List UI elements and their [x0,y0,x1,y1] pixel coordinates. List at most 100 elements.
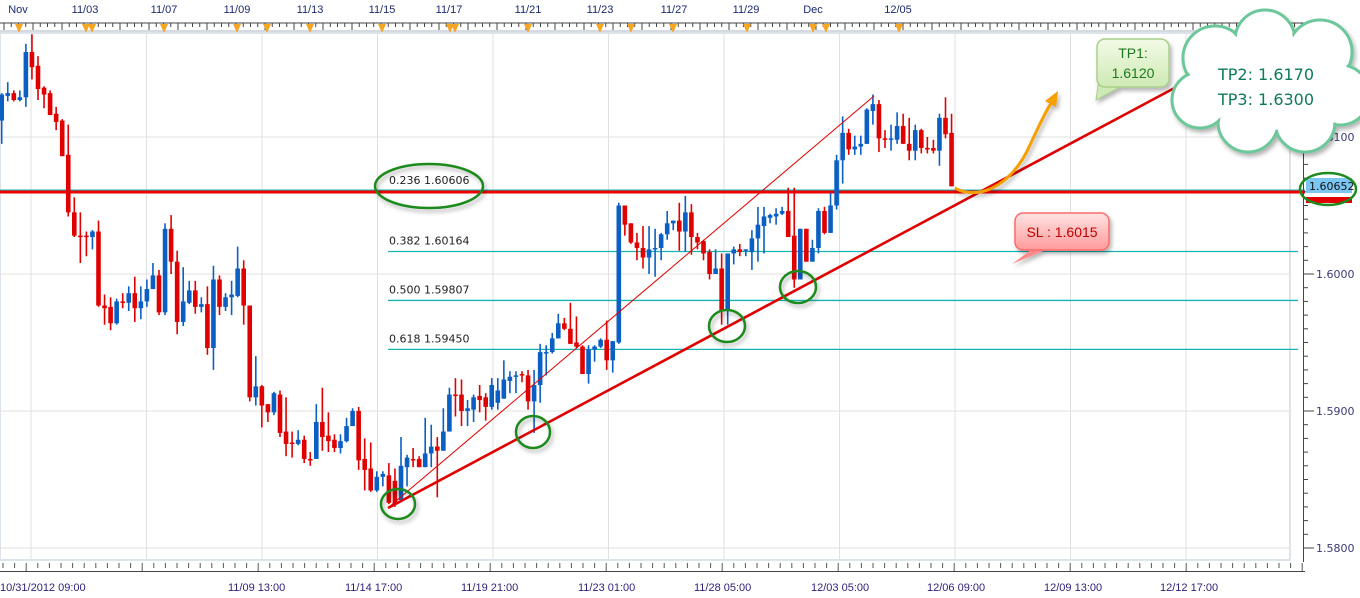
bottom-axis-label: 10/31/2012 09:00 [0,582,86,594]
candle-body [138,301,144,309]
candle [380,471,386,487]
candle-body [362,458,367,470]
candle [701,239,706,261]
candle-body [592,346,597,350]
candle [562,317,567,331]
candle [265,404,271,422]
candle [156,269,162,316]
candle [229,280,234,316]
event-marker-icon [822,24,830,33]
candle [447,387,452,432]
candle [634,232,640,261]
sl-callout [1012,212,1110,264]
candle [670,220,676,231]
candle-body [435,446,440,451]
candle [307,452,313,466]
candle [658,232,664,261]
touch-circle-1 [379,487,417,521]
candle-body [247,305,253,398]
candle [374,471,380,492]
candle [719,253,724,325]
bottom-axis-label: 11/09 13:00 [228,582,285,594]
candle [731,246,737,265]
candle [556,313,561,339]
candle-body [949,132,954,187]
event-marker-icon [160,24,168,33]
candle [495,378,501,410]
candle-body [265,404,271,413]
bottom-axis-label: 11/14 17:00 [345,582,402,594]
candle-body [670,220,676,224]
candle [241,260,246,325]
candle [483,393,488,421]
event-marker-icon [669,24,677,33]
candle [622,205,628,236]
candle-body [586,349,591,375]
candle [368,442,374,492]
candle [72,197,77,238]
top-time-axis: Nov 11/03 11/07 11/09 11/13 11/15 11/17 11/21 11… [0,4,1305,33]
candle-body [199,304,204,307]
candle-body [513,375,519,377]
candle-body [798,228,803,280]
candle [247,305,253,402]
candle [804,228,809,262]
candle-body [235,268,240,296]
candle-body [785,210,791,238]
candle-body [906,143,912,151]
candle [834,154,839,210]
candle [398,437,404,502]
candle [193,280,198,314]
candle-body [743,249,749,251]
candle [683,195,688,253]
candle-body [562,323,567,329]
candle [114,298,119,325]
candle-body [501,379,507,399]
candle-body [695,237,700,243]
event-marker-icon [596,24,604,33]
event-marker-icon [306,24,314,33]
candle-body [465,408,470,411]
candle [840,116,845,184]
candle-body [59,120,65,157]
candle [906,117,912,161]
candle-body [65,154,71,213]
candle-body [338,441,343,448]
candle-body [804,228,809,262]
candle-body [453,394,458,397]
event-marker-icon [88,24,96,33]
candle [846,128,851,155]
candle-body [664,223,670,235]
candle [199,297,204,313]
candle-body [35,65,41,90]
candle [604,320,609,370]
candle-body [912,130,918,151]
candle-body [241,268,246,306]
tp2-label: TP2: 1.6170 [1217,65,1314,84]
candle-body [162,228,168,313]
candle [289,431,295,458]
candle [320,387,325,451]
candle-body [876,104,882,139]
candle [90,230,95,250]
candle [677,202,682,251]
candle-body [931,147,936,151]
candle-body [314,421,319,459]
top-axis-label: 11/09 [224,4,251,16]
candle [810,239,815,262]
candle [931,139,936,154]
candle-body [78,235,83,238]
candle-body [410,458,416,461]
candle [29,34,35,80]
candle-body [23,52,29,98]
price-label: 1.5800 [1316,542,1355,555]
candle-body [864,109,870,144]
candle-body [283,431,289,444]
fib-label-circle [373,162,485,210]
support-trendline[interactable] [387,82,1183,510]
candle-body [277,394,283,433]
candle [477,384,482,413]
bottom-axis-label: 12/12 17:00 [1160,582,1218,594]
candle [295,430,301,446]
candle [471,394,476,422]
